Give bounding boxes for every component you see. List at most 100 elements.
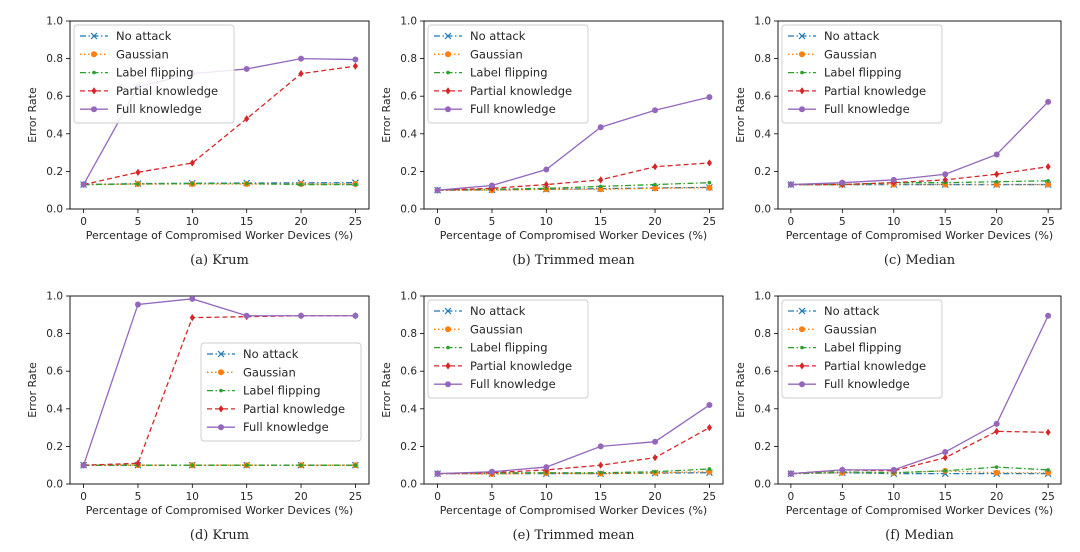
y-tick-label: 1.0 bbox=[754, 16, 771, 28]
legend-entry: Gaussian bbox=[207, 365, 296, 379]
x-tick-label: 10 bbox=[887, 491, 900, 503]
x-tick-label: 25 bbox=[1041, 491, 1054, 503]
data-point-label-flipping bbox=[544, 186, 549, 191]
data-point-full-knowledge bbox=[706, 402, 713, 409]
x-tick-label: 5 bbox=[839, 216, 846, 228]
legend: No attack Gaussian Label flipping Partial k… bbox=[427, 24, 589, 124]
legend-entry: Label flipping bbox=[788, 66, 902, 80]
x-tick-label: 20 bbox=[990, 216, 1003, 228]
data-point-full-knowledge bbox=[787, 181, 794, 188]
data-point-gaussian bbox=[706, 184, 713, 191]
series-line-full-knowledge bbox=[790, 101, 1049, 186]
y-tick-label: 0.8 bbox=[754, 328, 771, 340]
y-tick-label: 0.0 bbox=[754, 479, 771, 491]
x-tick-label: 25 bbox=[703, 491, 716, 503]
data-point-partial-knowledge bbox=[189, 314, 195, 322]
legend-marker bbox=[799, 106, 805, 113]
x-axis-label: Percentage of Compromised Worker Devices… bbox=[440, 229, 707, 242]
data-point-partial-knowledge bbox=[706, 159, 713, 167]
x-axis-label: Percentage of Compromised Worker Devices… bbox=[440, 504, 707, 517]
series-full-knowledge bbox=[80, 295, 359, 469]
legend-entry: Full knowledge bbox=[207, 420, 329, 434]
legend-entry: Partial knowledge bbox=[788, 359, 926, 373]
series-line-gaussian bbox=[437, 471, 710, 475]
data-point-full-knowledge bbox=[134, 301, 141, 308]
data-point-full-knowledge bbox=[298, 312, 305, 319]
legend-entry: Gaussian bbox=[80, 47, 169, 61]
legend-label: Partial knowledge bbox=[243, 402, 345, 416]
data-point-full-knowledge bbox=[597, 443, 604, 450]
legend-marker bbox=[91, 106, 97, 113]
x-tick-label: 25 bbox=[349, 491, 362, 503]
legend-marker bbox=[218, 405, 224, 413]
y-tick-label: 0.0 bbox=[46, 479, 63, 491]
data-point-label-flipping bbox=[994, 465, 999, 469]
legend-marker bbox=[798, 32, 806, 40]
data-point-gaussian bbox=[597, 186, 604, 193]
y-tick-label: 0.2 bbox=[46, 441, 63, 453]
legend-entry: No attack bbox=[788, 29, 880, 43]
data-point-full-knowledge bbox=[993, 420, 1000, 427]
axes-frame bbox=[777, 295, 1062, 485]
data-point-full-knowledge bbox=[352, 312, 359, 319]
legend-label: Label flipping bbox=[824, 341, 902, 355]
data-point-partial-knowledge bbox=[598, 176, 604, 184]
data-point-partial-knowledge bbox=[189, 159, 195, 167]
data-point-label-flipping bbox=[1046, 468, 1050, 472]
x-tick-label: 15 bbox=[939, 216, 952, 228]
data-point-gaussian bbox=[993, 469, 1000, 476]
y-tick-label: 0.8 bbox=[754, 53, 771, 65]
legend-entry: No attack bbox=[434, 29, 526, 43]
data-point-partial-knowledge bbox=[298, 70, 304, 78]
data-point-label-flipping bbox=[943, 469, 948, 473]
axes-frame bbox=[69, 295, 370, 485]
legend-marker bbox=[445, 106, 451, 113]
y-tick-label: 1.0 bbox=[754, 291, 771, 303]
data-point-full-knowledge bbox=[652, 438, 659, 445]
series-line-no-attack bbox=[437, 472, 710, 475]
series-line-full-knowledge bbox=[790, 315, 1049, 475]
legend-entry: Gaussian bbox=[434, 47, 523, 61]
x-tick-label: 20 bbox=[294, 491, 307, 503]
legend-entry: Partial knowledge bbox=[434, 359, 572, 373]
y-tick-label: 1.0 bbox=[400, 291, 417, 303]
legend-label: Label flipping bbox=[116, 66, 194, 80]
axes-frame bbox=[423, 295, 724, 485]
panel-caption: (a) Krum bbox=[190, 253, 249, 268]
x-tick-label: 20 bbox=[990, 491, 1003, 503]
y-tick-label: 0.6 bbox=[400, 91, 417, 103]
panel-caption: (d) Krum bbox=[190, 528, 249, 543]
data-point-partial-knowledge bbox=[135, 459, 141, 467]
y-tick-label: 1.0 bbox=[46, 16, 63, 28]
series-full-knowledge bbox=[787, 98, 1052, 188]
legend-label: No attack bbox=[824, 304, 880, 318]
data-point-label-flipping bbox=[244, 181, 249, 186]
series-full-knowledge bbox=[787, 312, 1052, 477]
data-point-full-knowledge bbox=[942, 449, 949, 456]
legend-marker bbox=[217, 350, 225, 358]
data-point-partial-knowledge bbox=[543, 180, 549, 189]
data-point-partial-knowledge bbox=[135, 168, 141, 176]
legend-label: Gaussian bbox=[470, 47, 523, 61]
series-line-partial-knowledge bbox=[790, 166, 1049, 186]
y-tick-label: 0.2 bbox=[400, 166, 417, 178]
x-tick-label: 20 bbox=[648, 216, 661, 228]
panel-caption: (b) Trimmed mean bbox=[512, 253, 635, 268]
legend-label: No attack bbox=[824, 29, 880, 43]
data-point-partial-knowledge bbox=[994, 170, 1000, 178]
y-axis-label: Error Rate bbox=[26, 362, 39, 418]
data-point-partial-knowledge bbox=[352, 62, 359, 70]
series-line-gaussian bbox=[83, 183, 356, 186]
series-line-partial-knowledge bbox=[437, 162, 710, 191]
data-point-full-knowledge bbox=[352, 56, 359, 63]
legend-label: No attack bbox=[470, 304, 526, 318]
legend-marker bbox=[799, 326, 805, 333]
legend-label: Partial knowledge bbox=[824, 359, 926, 373]
data-point-label-flipping bbox=[299, 463, 303, 468]
data-point-full-knowledge bbox=[298, 55, 305, 62]
x-tick-label: 0 bbox=[434, 491, 441, 503]
data-point-label-flipping bbox=[353, 182, 358, 187]
